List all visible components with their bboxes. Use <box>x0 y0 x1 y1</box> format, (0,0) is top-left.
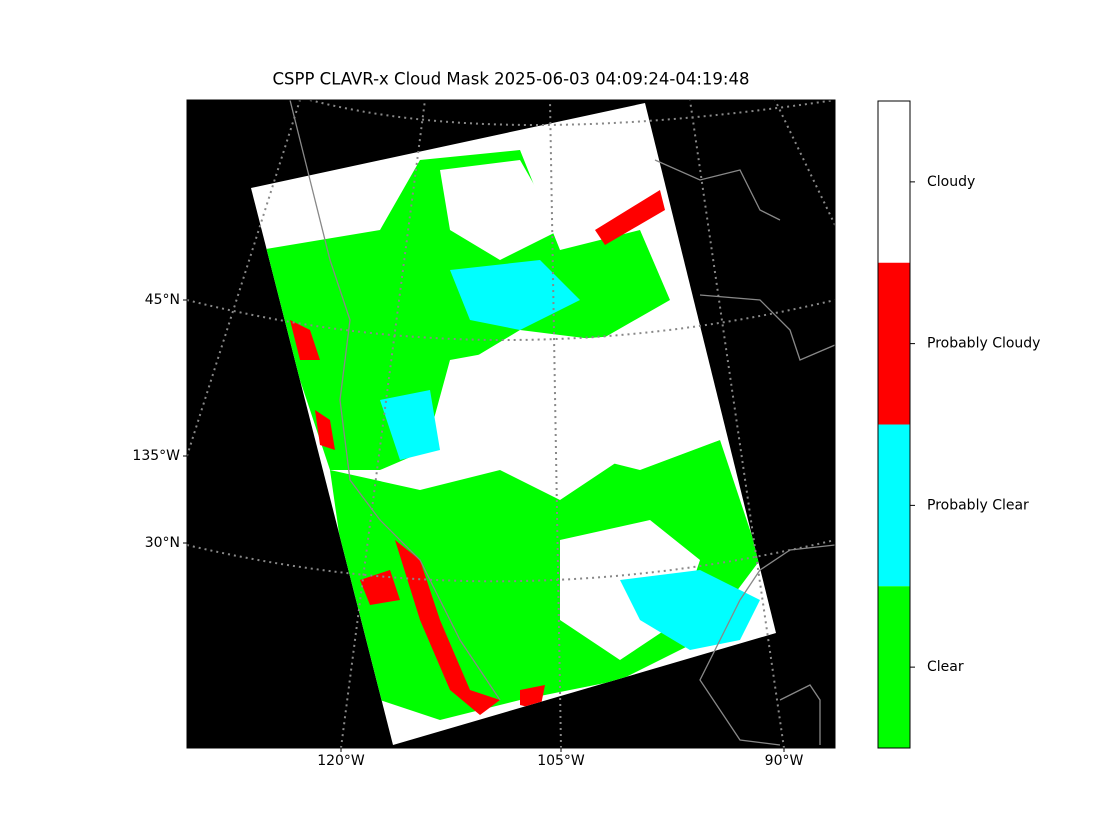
map-area <box>187 100 835 748</box>
probably-cloudy-region <box>595 190 665 245</box>
bottom-axis-label: 120°W <box>317 753 365 769</box>
left-axis-label: 135°W <box>132 448 180 464</box>
cloudy-region <box>440 160 560 260</box>
bottom-axis-label: 105°W <box>537 753 585 769</box>
left-axis-label: 45°N <box>145 292 180 308</box>
colorbar-frame <box>877 100 911 749</box>
clear-region <box>260 150 670 470</box>
graticule <box>549 100 562 748</box>
coastline <box>654 159 835 361</box>
colorbar-segment <box>878 101 910 263</box>
probably-cloudy-region <box>395 540 500 715</box>
graticule <box>187 539 835 583</box>
graticule <box>187 100 301 457</box>
coastline <box>289 100 501 701</box>
colorbar-label: Cloudy <box>927 174 975 190</box>
left-axis-label: 30°N <box>145 535 180 551</box>
map-frame <box>186 99 836 749</box>
graticule <box>340 100 426 748</box>
colorbar-segment <box>878 586 910 748</box>
probably-cloudy-region <box>360 570 400 605</box>
colorbar-segment <box>878 262 910 425</box>
graticule <box>187 299 835 341</box>
coastline <box>699 544 835 746</box>
bottom-axis-label: 90°W <box>765 753 804 769</box>
map-title: CSPP CLAVR-x Cloud Mask 2025-06-03 04:09… <box>273 70 750 89</box>
colorbar-label: Clear <box>927 659 964 675</box>
graticule <box>774 100 835 226</box>
graticule <box>689 100 785 748</box>
graticule <box>309 100 835 126</box>
colorbar-label: Probably Clear <box>927 497 1029 513</box>
probably-clear-region <box>380 390 440 460</box>
probably-cloudy-region <box>290 320 545 710</box>
cloudy-region <box>420 330 720 470</box>
probably-clear-region <box>450 260 580 330</box>
colorbar-segment <box>878 424 910 587</box>
colorbar-label: Probably Cloudy <box>927 336 1040 352</box>
